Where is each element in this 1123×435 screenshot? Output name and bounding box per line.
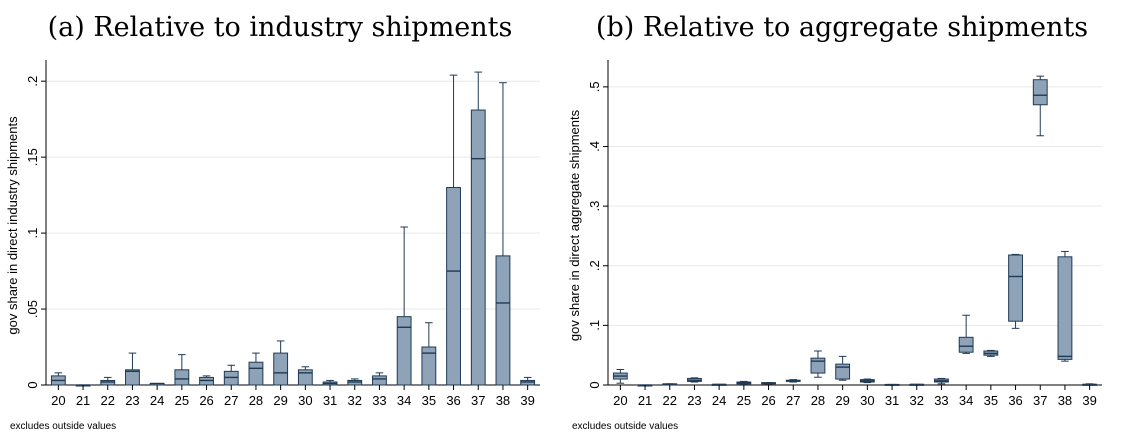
box-32 <box>347 379 363 386</box>
box-36 <box>1008 254 1023 322</box>
x-tick-label: 36 <box>1008 393 1022 408</box>
y-tick-label: .4 <box>587 141 602 152</box>
x-tick-label: 21 <box>76 393 90 408</box>
box-30 <box>297 369 313 386</box>
x-tick-label: 35 <box>984 393 998 408</box>
chart-title: (b) Relative to aggregate shipments <box>595 12 1089 43</box>
box-23 <box>125 369 140 386</box>
x-tick-label: 36 <box>446 393 460 408</box>
chart-note: excludes outside values <box>572 421 678 432</box>
panel-aggregate-shipments: (b) Relative to aggregate shipments 0 .1.… <box>562 0 1122 435</box>
box-34 <box>958 336 974 353</box>
y-tick-label: .15 <box>25 148 40 166</box>
x-tick-label: 30 <box>860 393 874 408</box>
x-tick-label: 23 <box>125 393 139 408</box>
x-tick-label: 20 <box>613 393 627 408</box>
x-tick-label: 37 <box>1033 393 1047 408</box>
y-tick-label: 0 <box>587 381 602 388</box>
y-tick-label: .1 <box>25 228 40 239</box>
x-tick-label: 32 <box>910 393 924 408</box>
x-tick-label: 26 <box>761 393 775 408</box>
box-36 <box>446 187 461 386</box>
x-tick-label: 23 <box>687 393 701 408</box>
x-tick-label: 33 <box>372 393 386 408</box>
x-tick-label: 38 <box>1058 393 1072 408</box>
x-tick-label: 21 <box>638 393 652 408</box>
x-tick-label: 31 <box>885 393 899 408</box>
x-tick-label: 37 <box>471 393 485 408</box>
box-25 <box>174 369 190 386</box>
y-tick-label: .3 <box>587 201 602 212</box>
x-tick-label: 39 <box>520 393 534 408</box>
y-tick-label: .1 <box>587 320 602 331</box>
y-tick-label: .05 <box>25 300 40 318</box>
x-tick-label: 29 <box>273 393 287 408</box>
box-38 <box>495 255 511 386</box>
y-tick-label: .5 <box>587 81 602 92</box>
y-tick-label: 0 <box>25 381 40 388</box>
box-33 <box>372 375 387 386</box>
y-tick-label: .2 <box>587 260 602 271</box>
x-tick-label: 25 <box>175 393 189 408</box>
x-tick-label: 31 <box>323 393 337 408</box>
chart-title: (a) Relative to industry shipments <box>47 12 513 43</box>
x-tick-label: 34 <box>959 393 973 408</box>
box-22 <box>100 379 116 386</box>
x-tick-label: 24 <box>712 393 726 408</box>
x-tick-label: 27 <box>786 393 800 408</box>
x-tick-label: 30 <box>298 393 312 408</box>
x-tick-label: 34 <box>397 393 411 408</box>
box-38 <box>1057 256 1073 360</box>
x-tick-label: 32 <box>348 393 362 408</box>
x-tick-label: 22 <box>101 393 115 408</box>
y-axis-title: gov share in direct industry shipments <box>5 116 20 335</box>
x-tick-label: 27 <box>224 393 238 408</box>
box-29 <box>835 363 851 380</box>
box-27 <box>223 370 239 386</box>
chart-note: excludes outside values <box>10 421 116 432</box>
box-39 <box>520 379 536 386</box>
box-37 <box>470 109 486 386</box>
x-tick-label: 33 <box>934 393 948 408</box>
boxplot-industry: 0 .05 .1 .15 .2 gov share in direct industry … <box>5 60 540 432</box>
y-tick-label: .2 <box>25 76 40 87</box>
box-26 <box>199 376 214 386</box>
x-tick-label: 35 <box>422 393 436 408</box>
x-tick-label: 22 <box>663 393 677 408</box>
boxplot-aggregate: 0 .1 .2 .3 .4 .5 gov share in direct aggregate… <box>567 60 1102 432</box>
x-tick-label: 29 <box>835 393 849 408</box>
box-37 <box>1032 79 1048 106</box>
y-axis-title: gov share in direct aggregate shipments <box>567 109 582 341</box>
box-29 <box>273 352 289 386</box>
box-28 <box>248 361 264 386</box>
x-tick-label: 39 <box>1082 393 1096 408</box>
x-tick-label: 28 <box>249 393 263 408</box>
x-tick-label: 24 <box>150 393 164 408</box>
x-tick-label: 20 <box>51 393 65 408</box>
x-tick-label: 28 <box>811 393 825 408</box>
x-tick-label: 26 <box>199 393 213 408</box>
panel-industry-shipments: (a) Relative to industry shipments 0 .05.… <box>0 0 560 435</box>
box-28 <box>810 357 826 374</box>
x-tick-label: 25 <box>737 393 751 408</box>
x-tick-label: 38 <box>496 393 510 408</box>
